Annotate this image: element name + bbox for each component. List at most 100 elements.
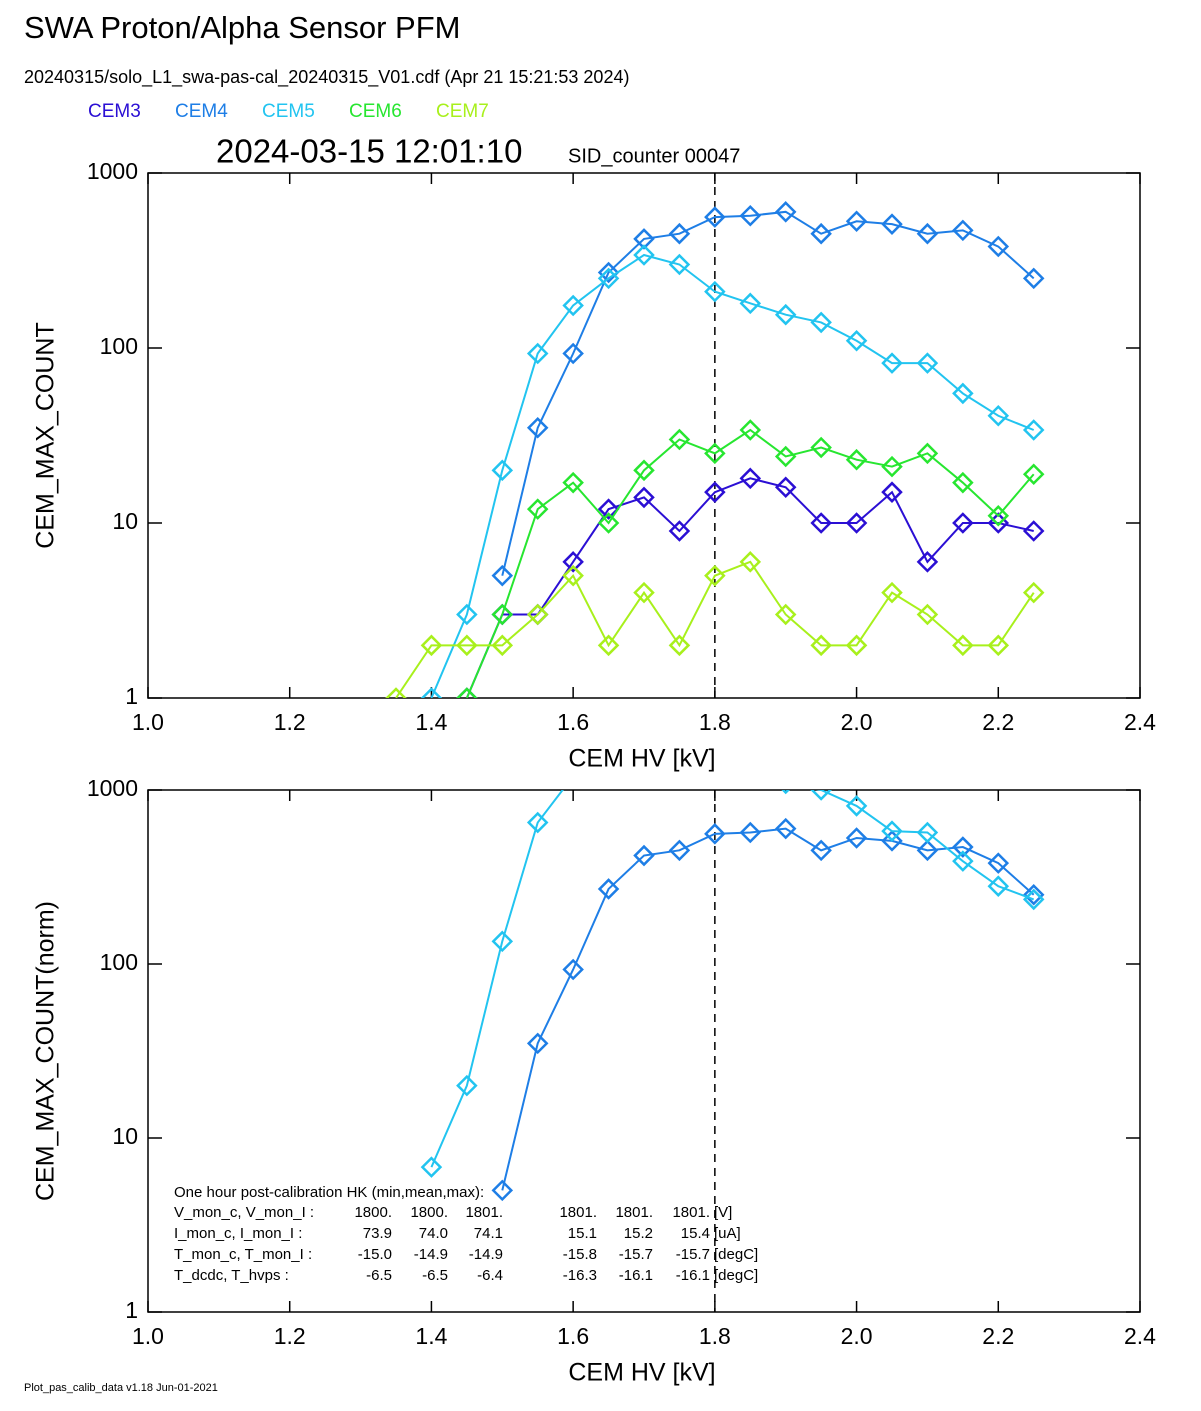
hk-cell: -16.1: [619, 1267, 653, 1284]
marker: [881, 213, 903, 235]
x-tick-label: 1.4: [415, 709, 447, 735]
marker: [456, 687, 478, 698]
marker: [952, 512, 974, 534]
y-axis-label: CEM_MAX_COUNT(norm): [32, 901, 60, 1201]
marker: [597, 498, 620, 520]
marker: [668, 520, 691, 542]
marker: [881, 352, 903, 374]
marker: [810, 436, 832, 459]
x-tick-label: 2.2: [982, 709, 1014, 735]
marker: [845, 210, 868, 233]
marker: [633, 228, 655, 250]
marker: [916, 352, 939, 374]
series-line: [430, 790, 1035, 1168]
marker: [952, 382, 974, 405]
marker: [739, 292, 762, 315]
hk-cell: 1801.: [672, 1204, 710, 1221]
series-line: [465, 428, 1035, 698]
marker: [526, 1032, 549, 1055]
marker: [562, 551, 584, 573]
x-axis-label: CEM HV [kV]: [568, 745, 715, 773]
marker: [810, 634, 832, 657]
hk-cell: -14.9: [414, 1246, 448, 1263]
marker: [881, 830, 903, 852]
hk-cell: -15.8: [563, 1246, 597, 1263]
marker: [633, 459, 655, 482]
marker: [810, 512, 832, 534]
marker: [810, 222, 832, 245]
hk-cell: V_mon_c, V_mon_I :: [174, 1204, 314, 1221]
marker: [1022, 520, 1045, 542]
marker: [916, 551, 939, 573]
marker: [597, 512, 620, 534]
hk-title: One hour post-calibration HK (min,mean,m…: [174, 1184, 484, 1201]
marker: [845, 634, 868, 657]
marker: [704, 206, 726, 228]
marker: [739, 551, 762, 573]
hk-cell: 73.9: [363, 1225, 392, 1242]
marker: [1022, 419, 1045, 441]
marker: [491, 564, 514, 587]
marker: [845, 512, 868, 534]
marker: [526, 811, 549, 834]
marker: [668, 634, 691, 657]
x-tick-label: 1.4: [415, 1323, 447, 1349]
hk-cell: -14.9: [469, 1246, 503, 1263]
x-tick-label: 1.8: [699, 709, 731, 735]
marker: [881, 820, 903, 842]
marker: [987, 235, 1010, 258]
series-line: [501, 827, 1035, 1191]
marker: [526, 603, 549, 626]
marker: [739, 419, 762, 441]
marker: [987, 504, 1010, 527]
marker: [668, 839, 691, 862]
marker: [845, 827, 868, 849]
marker: [633, 486, 655, 509]
x-tick-label: 2.0: [841, 1323, 873, 1349]
marker: [916, 442, 939, 465]
y-tick-label: 10: [112, 1123, 138, 1149]
x-tick-label: 1.2: [274, 1323, 306, 1349]
marker: [633, 581, 655, 604]
y-tick-label: 1000: [87, 158, 138, 184]
marker: [810, 839, 832, 862]
y-tick-label: 1: [125, 683, 138, 709]
hk-cell: 74.1: [474, 1225, 503, 1242]
marker: [916, 839, 939, 862]
hk-cell: I_mon_c, I_mon_I :: [174, 1225, 302, 1242]
hk-cell: 15.4: [681, 1225, 710, 1242]
marker: [739, 204, 762, 227]
hk-cell: -6.5: [422, 1267, 448, 1284]
hk-cell: 1801.: [465, 1204, 503, 1221]
marker: [916, 222, 939, 245]
x-tick-label: 2.0: [841, 709, 873, 735]
hk-cell: [V]: [714, 1204, 732, 1221]
hk-cell: 1800.: [354, 1204, 392, 1221]
marker: [916, 603, 939, 626]
marker: [881, 481, 903, 503]
marker: [597, 634, 620, 657]
marker: [597, 261, 620, 284]
y-tick-label: 100: [100, 333, 138, 359]
marker: [774, 603, 797, 626]
x-tick-label: 1.0: [132, 709, 164, 735]
marker: [491, 459, 514, 482]
marker: [562, 342, 584, 365]
marker: [668, 253, 691, 276]
marker: [881, 455, 903, 478]
marker: [491, 930, 514, 953]
marker: [385, 687, 407, 698]
marker: [456, 603, 478, 626]
marker: [774, 476, 797, 499]
y-axis-label: CEM_MAX_COUNT: [32, 322, 60, 548]
legend-entry: CEM4: [175, 101, 228, 122]
marker: [952, 219, 974, 242]
marker: [739, 821, 762, 844]
plot-area: [420, 790, 1045, 1202]
y-tick-label: 1: [125, 1297, 138, 1323]
marker: [562, 958, 584, 981]
marker: [597, 878, 620, 900]
marker: [952, 850, 974, 872]
marker: [1022, 463, 1045, 485]
